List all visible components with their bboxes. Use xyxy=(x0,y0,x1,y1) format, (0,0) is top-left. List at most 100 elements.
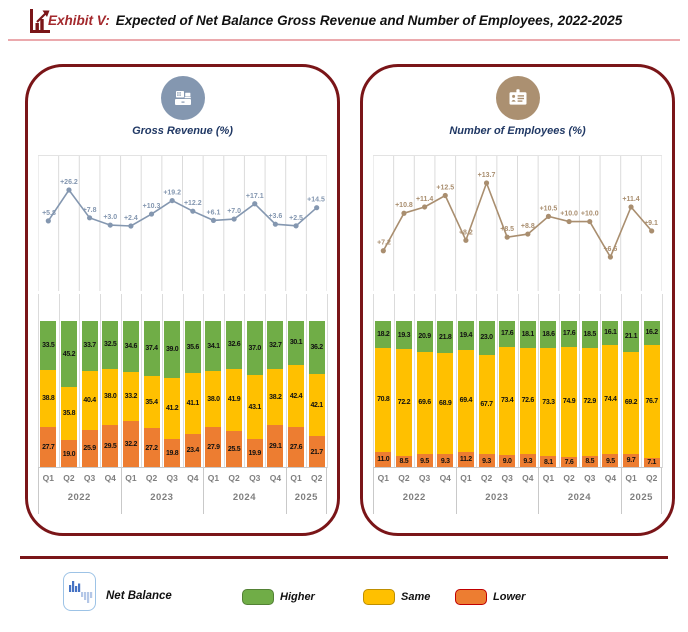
bar-segment-higher: 19.4 xyxy=(457,321,474,350)
gridline xyxy=(641,294,643,468)
stacked-bar: 25.9 40.4 33.7 xyxy=(81,321,98,468)
stacked-bar: 27.9 38.0 34.1 xyxy=(205,321,222,468)
bar-segment-higher: 16.2 xyxy=(643,321,660,345)
quarter-label: Q1 xyxy=(207,473,220,483)
line-value-label: +5.8 xyxy=(42,210,56,217)
bar-value-label: 27.6 xyxy=(289,444,303,452)
bar-segment-same: 69.6 xyxy=(416,351,433,455)
bar-segment-lower: 7.6 xyxy=(561,456,578,468)
bar-value-label: 25.5 xyxy=(227,445,241,453)
year-divider xyxy=(455,468,457,514)
employees-card: Number of Employees (%) +7.2 +10.8 +11.4 +1… xyxy=(360,64,675,536)
bar-segment-lower: 27.9 xyxy=(205,427,222,468)
bar-value-label: 34.6 xyxy=(124,342,138,350)
bar-value-label: 30.1 xyxy=(289,339,303,347)
bar-segment-lower: 9.3 xyxy=(519,454,536,468)
bar-value-label: 8.1 xyxy=(544,458,553,466)
bar-value-label: 42.1 xyxy=(310,401,323,409)
quarter-label: Q2 xyxy=(63,473,75,483)
quarter-label: Q1 xyxy=(42,473,54,483)
bar-value-label: 19.3 xyxy=(397,331,411,339)
bar-segment-higher: 34.6 xyxy=(122,321,139,372)
bar-value-label: 68.9 xyxy=(439,400,452,408)
stacked-bar: 8.5 72.9 18.5 xyxy=(581,321,598,468)
bar-value-label: 37.4 xyxy=(145,345,158,352)
bar-segment-higher: 34.1 xyxy=(205,321,222,372)
gross-revenue-card: Gross Revenue (%) +5.8 +26.2 +7.8 +3.0 +2.4 +… xyxy=(25,64,340,536)
bar-value-label: 34.1 xyxy=(207,342,220,350)
bar-segment-lower: 8.5 xyxy=(581,455,598,468)
line-value-label: +8.2 xyxy=(459,229,473,236)
bar-segment-higher: 33.7 xyxy=(81,321,98,371)
stacked-bar: 11.2 69.4 19.4 xyxy=(457,321,474,468)
gridline xyxy=(455,294,457,468)
stacked-bar: 9.3 72.6 18.1 xyxy=(519,321,536,468)
quarter-label: Q4 xyxy=(522,473,534,483)
bar-segment-lower: 27.2 xyxy=(143,428,160,468)
bar-segment-same: 43.1 xyxy=(246,375,263,439)
bar-segment-lower: 9.5 xyxy=(602,454,619,468)
stacked-bar: 8.1 73.3 18.6 xyxy=(540,321,557,468)
year-label: 2023 xyxy=(485,492,509,503)
bar-value-label: 38.2 xyxy=(269,393,282,401)
exhibit-chart-icon xyxy=(30,9,50,33)
bar-value-label: 18.2 xyxy=(377,330,390,338)
bar-segment-higher: 23.0 xyxy=(478,321,495,355)
bar-segment-higher: 19.3 xyxy=(395,321,412,350)
id-card-icon xyxy=(509,89,527,105)
bar-segment-lower: 8.1 xyxy=(540,456,557,468)
stacked-bar: 7.6 74.9 17.6 xyxy=(561,320,578,468)
bar-value-label: 7.1 xyxy=(647,459,657,467)
stacked-bar: 27.6 42.4 30.1 xyxy=(288,320,305,468)
line-value-label: +11.4 xyxy=(416,196,433,203)
gross-revenue-x-axis: Q1 Q2 Q3 Q4 Q1 Q2 Q3 Q4 Q1 Q2 Q3 Q4 Q1 Q2 2022 2023 2024… xyxy=(38,467,327,515)
legend-label-higher: Higher xyxy=(280,591,315,603)
line-value-label: +11.4 xyxy=(622,196,639,203)
bar-value-label: 16.1 xyxy=(604,329,617,337)
bar-value-label: 42.4 xyxy=(289,392,303,400)
bar-segment-same: 69.2 xyxy=(623,352,640,454)
bar-segment-same: 35.8 xyxy=(60,387,77,441)
exhibit-label: Exhibit V: xyxy=(48,13,110,28)
quarter-label: Q2 xyxy=(563,473,575,483)
bar-value-label: 18.6 xyxy=(542,331,555,339)
legend-swatch-higher xyxy=(242,589,274,605)
bar-segment-higher: 18.2 xyxy=(375,321,392,348)
year-divider xyxy=(203,468,205,514)
bar-value-label: 73.4 xyxy=(500,397,514,405)
stacked-bar: 9.5 74.4 16.1 xyxy=(602,321,619,468)
line-value-label: +7.8 xyxy=(83,207,97,214)
bar-value-label: 38.0 xyxy=(207,395,220,403)
gridline xyxy=(58,294,60,468)
bar-value-label: 9.5 xyxy=(420,457,430,465)
year-divider xyxy=(538,468,540,514)
bar-segment-same: 72.2 xyxy=(395,349,412,456)
bar-value-label: 17.6 xyxy=(500,330,514,338)
bar-segment-same: 73.3 xyxy=(540,348,557,457)
bar-value-label: 41.1 xyxy=(186,399,200,407)
bar-segment-higher: 30.1 xyxy=(288,320,305,366)
bar-segment-higher: 18.5 xyxy=(581,321,598,349)
bar-value-label: 41.9 xyxy=(227,396,241,404)
gridline xyxy=(327,294,328,468)
stacked-bar: 8.5 72.2 19.3 xyxy=(395,321,412,468)
quarter-label: Q2 xyxy=(645,473,658,483)
quarter-label: Q3 xyxy=(83,473,96,483)
bar-segment-higher: 35.6 xyxy=(184,320,201,374)
bar-value-label: 35.4 xyxy=(145,398,158,406)
gridline xyxy=(414,294,416,468)
bar-value-label: 21.8 xyxy=(439,333,452,341)
bar-value-label: 16.2 xyxy=(645,329,658,337)
line-value-label: +26.2 xyxy=(60,179,78,186)
year-label: 2022 xyxy=(402,492,426,503)
stacked-bar: 11.0 70.8 18.2 xyxy=(375,321,392,468)
bar-value-label: 20.9 xyxy=(418,332,431,340)
bar-segment-higher: 36.2 xyxy=(308,321,325,375)
stacked-bar: 9.3 68.9 21.8 xyxy=(437,321,454,468)
gridline xyxy=(285,294,287,468)
gridline xyxy=(244,294,246,468)
bar-segment-same: 74.9 xyxy=(561,346,578,457)
bar-value-label: 11.2 xyxy=(459,456,472,464)
gridline xyxy=(79,294,81,468)
